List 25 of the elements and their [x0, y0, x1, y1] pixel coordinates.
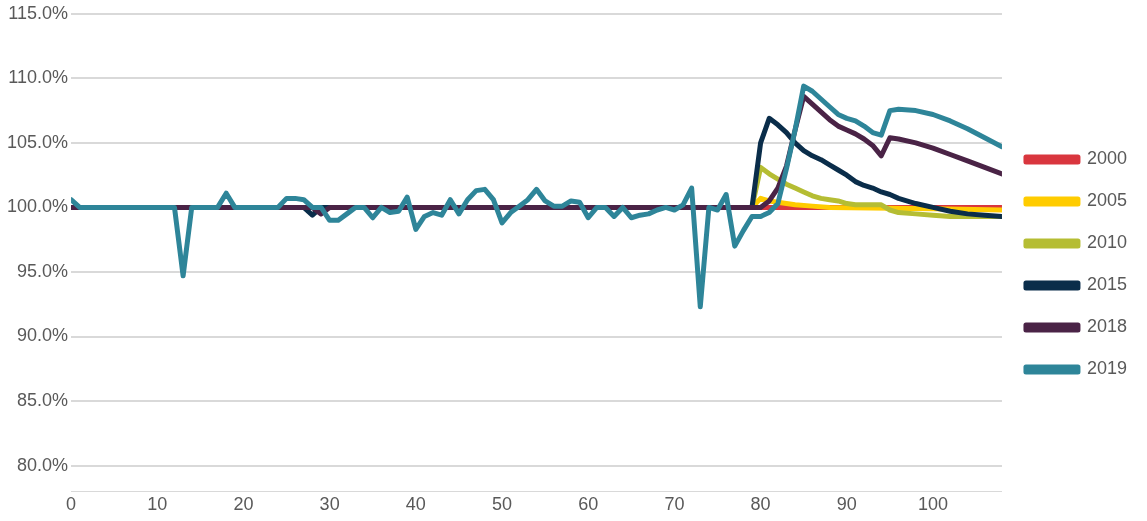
x-tick-label: 70	[664, 494, 685, 515]
y-tick-label: 115.0%	[8, 2, 69, 23]
x-tick-label: 0	[66, 494, 77, 515]
legend-label: 2015	[1086, 274, 1127, 295]
legend-label: 2000	[1086, 148, 1127, 169]
x-tick-label: 20	[233, 494, 254, 515]
x-tick-label: 30	[319, 494, 340, 515]
x-tick-label: 100	[917, 494, 949, 515]
y-tick-label: 110.0%	[8, 67, 69, 88]
x-tick-label: 40	[405, 494, 426, 515]
y-tick-label: 100.0%	[6, 196, 69, 217]
legend-label: 2018	[1086, 316, 1127, 337]
legend-label: 2010	[1086, 232, 1127, 253]
x-tick-label: 80	[750, 494, 771, 515]
y-tick-label: 80.0%	[17, 454, 69, 475]
x-tick-label: 60	[578, 494, 599, 515]
legend-label: 2019	[1086, 358, 1127, 379]
y-tick-label: 95.0%	[17, 260, 69, 281]
x-tick-label: 90	[836, 494, 857, 515]
x-tick-label: 10	[147, 494, 168, 515]
y-tick-label: 85.0%	[17, 390, 69, 411]
legend-label: 2005	[1086, 190, 1127, 211]
x-tick-label: 50	[492, 494, 513, 515]
y-tick-label: 90.0%	[17, 325, 69, 346]
y-tick-label: 105.0%	[6, 131, 69, 152]
